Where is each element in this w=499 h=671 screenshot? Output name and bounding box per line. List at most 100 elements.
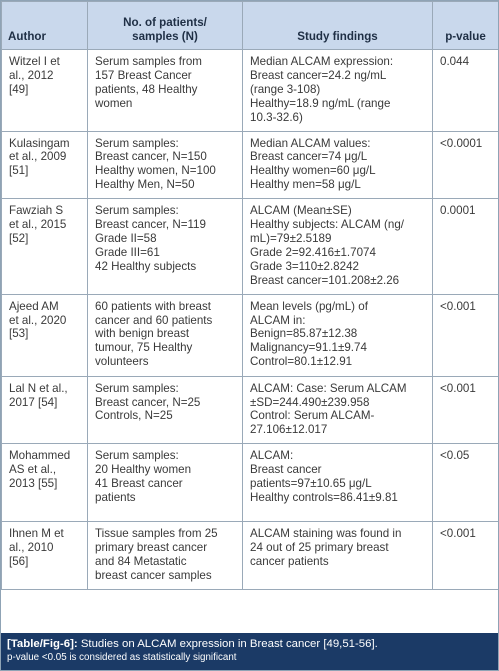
findings-cell-line: Median ALCAM expression: [250,55,394,68]
patients-cell-line: 157 Breast Cancer [95,68,192,82]
table-row: Ihnen M et al., 2010 [56] Tissue samples fr… [1,521,498,590]
pvalue-cell: <0.001 [432,293,498,377]
table-row: Ajeed AM et al., 2020 [53] 60 patients with… [1,293,498,377]
patients-cell-line: primary breast cancer [95,541,208,555]
patients-cell-line: 60 patients with breast [95,299,212,313]
findings-cell-line: Breast cancer=74 μg/L [250,150,368,164]
header-pvalue: p-value [432,1,498,50]
patients-cell-line: cancer and 60 patients [95,313,213,327]
author-cell: Mohammed AS et al., 2013 [55] [1,443,88,523]
patients-cell-line: Serum samples: [95,381,179,395]
findings-cell-line: Healthy controls=86.41±9.81 [250,490,398,504]
author-cell: Ihnen M et al., 2010 [56] [1,521,88,590]
findings-cell: ALCAM staining was found in 24 out of 25 … [242,521,433,590]
pvalue-cell: <0.05 [432,443,498,523]
table-row: Lal N et al., 2017 [54] Serum samples: Brea… [1,375,498,445]
table-row: Mohammed AS et al., 2013 [55] Serum samples… [1,443,498,523]
author-cell-line: Fawziah S [9,204,64,218]
patients-cell: Serum samples from 157 Breast Cancer patie… [87,49,243,132]
patients-cell: 60 patients with breast cancer and 60 pat… [87,293,243,377]
findings-cell-line: ±SD=244.490±239.958 [250,395,370,409]
findings-cell-line: Benign=85.87±12.38 [250,327,358,341]
findings-cell-line: Breast cancer [250,463,322,477]
table-row: Kulasingam et al., 2009 [51] Serum samples:… [1,130,498,200]
patients-cell-line: Serum samples: [95,136,179,150]
findings-cell-line: Control=80.1±12.91 [250,355,353,369]
patients-cell: Serum samples: Breast cancer, N=25 Control… [87,375,243,445]
patients-cell-line: Serum samples: [95,449,179,463]
findings-cell-line: Mean levels (pg/mL) of [250,299,368,313]
header-row: Author No. of patients/ samples (N) Stud… [1,1,498,50]
table-body: Witzel I et al., 2012 [49] Serum samples fr… [1,49,498,590]
patients-cell-line: patients, 48 Healthy [95,82,198,96]
caption-label: [Table/Fig-6]: [7,638,78,650]
patients-cell-line: 42 Healthy subjects [95,259,197,273]
findings-cell-line: Healthy=18.9 ng/mL (range [250,96,391,110]
patients-cell-line: Breast cancer, N=119 [95,218,206,232]
patients-cell-line: Breast cancer, N=25 [95,395,201,409]
findings-cell-line: (range 3-108) [250,82,321,96]
author-cell-line: [52] [9,231,29,245]
author-cell-line: Ajeed AM [9,299,59,313]
figure-caption: [Table/Fig-6]: Studies on ALCAM expressi… [1,633,498,670]
author-cell-line: et al., 2015 [9,218,67,232]
author-cell-line: 2013 [55] [9,477,58,491]
patients-cell-line: 20 Healthy women [95,463,192,477]
findings-cell-line: ALCAM in: [250,313,306,327]
patients-cell-line: Grade II=58 [95,231,157,245]
patients-cell-line: with benign breast [95,327,190,341]
author-cell-line: 2017 [54] [9,395,58,409]
patients-cell: Serum samples: 20 Healthy women 41 Breast … [87,443,243,523]
findings-cell-line: Malignancy=91.1±9.74 [250,341,367,355]
author-cell: Ajeed AM et al., 2020 [53] [1,293,88,377]
findings-cell-line: Healthy subjects: ALCAM (ng/ [250,218,405,232]
findings-cell-line: Grade 3=110±2.8242 [250,259,359,273]
findings-cell-line: ALCAM: [250,449,294,463]
patients-cell-line: tumour, 75 Healthy [95,341,193,355]
patients-cell-line: Breast cancer, N=150 [95,150,207,164]
findings-cell-line: ALCAM (Mean±SE) [250,204,352,218]
author-cell-line: Kulasingam [9,136,70,150]
findings-cell-line: Grade 2=92.416±1.7074 [250,245,376,259]
author-cell-line: [49] [9,82,29,96]
findings-cell-line: Healthy men=58 μg/L [250,178,361,192]
author-cell: Kulasingam et al., 2009 [51] [1,130,88,200]
caption-main: [Table/Fig-6]: Studies on ALCAM expressi… [7,637,490,651]
patients-cell-line: Controls, N=25 [95,409,173,423]
patients-cell-line: Grade III=61 [95,245,160,259]
author-cell-line: et al., 2009 [9,150,67,164]
patients-cell-line: Healthy women, N=100 [95,164,216,178]
findings-cell: Median ALCAM values: Breast cancer=74 μg/… [242,130,433,200]
patients-cell-line: volunteers [95,355,149,369]
pvalue-cell: <0.001 [432,521,498,590]
header-author: Author [1,1,88,50]
patients-cell-line: Tissue samples from 25 [95,527,218,541]
findings-cell: ALCAM (Mean±SE) Healthy subjects: ALCAM (… [242,198,433,295]
patients-cell-line: Serum samples from [95,55,202,68]
patients-cell-line: 41 Breast cancer [95,477,183,491]
patients-cell: Tissue samples from 25 primary breast can… [87,521,243,590]
pvalue-cell: <0.001 [432,375,498,445]
findings-cell: ALCAM: Case: Serum ALCAM ±SD=244.490±239.… [242,375,433,445]
findings-cell-line: patients=97±10.65 μg/L [250,477,372,491]
findings-cell-line: mL)=79±2.5189 [250,231,332,245]
author-cell-line: Witzel I et [9,55,60,68]
findings-cell: Mean levels (pg/mL) of ALCAM in: Benign=85… [242,293,433,377]
author-cell: Lal N et al., 2017 [54] [1,375,88,445]
author-cell: Witzel I et al., 2012 [49] [1,49,88,132]
study-table: Author No. of patients/ samples (N) Stud… [1,1,498,590]
table-row: Witzel I et al., 2012 [49] Serum samples fr… [1,49,498,132]
findings-cell: Median ALCAM expression: Breast cancer=24… [242,49,433,132]
findings-cell-line: Median ALCAM values: [250,136,371,150]
author-cell-line: [56] [9,555,29,569]
header-patients-line: No. of patients/ [123,16,207,30]
findings-cell-line: ALCAM: Case: Serum ALCAM [250,381,407,395]
author-cell-line: [51] [9,164,29,178]
pvalue-cell: <0.0001 [432,130,498,200]
header-patients-line: samples (N) [132,30,198,44]
findings-cell-line: cancer patients [250,555,329,569]
author-cell-line: Lal N et al., [9,381,68,395]
patients-cell-line: patients [95,490,136,504]
findings-cell-line: Breast cancer=101.208±2.26 [250,273,400,287]
